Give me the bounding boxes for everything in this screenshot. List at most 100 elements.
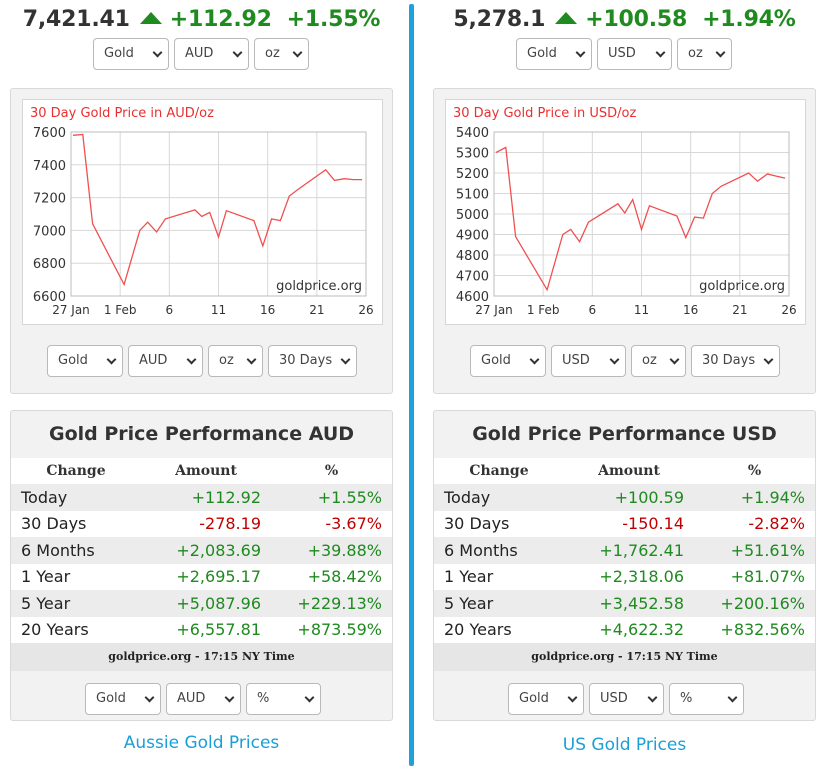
chart-unit-select[interactable]: oz [208, 345, 263, 377]
y-tick-label: 7400 [33, 159, 66, 174]
metal-select[interactable]: Gold [516, 38, 592, 70]
up-arrow-icon [139, 12, 162, 24]
y-tick-label: 4700 [456, 270, 489, 285]
y-tick-label: 7000 [33, 224, 66, 239]
chart-metal-select[interactable]: Gold [470, 345, 546, 377]
table-row: 20 Years +4,622.32 +832.56% [434, 617, 815, 644]
x-tick-label: 6 [589, 303, 597, 317]
row-label: 1 Year [21, 567, 71, 587]
row-percent: -3.67% [325, 514, 382, 534]
performance-title: Gold Price Performance AUD [48, 423, 355, 445]
chevron-down-icon [152, 47, 163, 58]
header-change: Change [46, 463, 106, 479]
x-tick-label: 16 [260, 303, 275, 317]
chevron-down-icon [224, 692, 235, 703]
currency-select[interactable]: AUD [174, 38, 249, 70]
chevron-down-icon [567, 692, 578, 703]
perf-mode-select[interactable]: % [246, 683, 321, 715]
perf-metal-select[interactable]: Gold [85, 683, 161, 715]
row-percent: +39.88% [271, 537, 392, 564]
row-amount: -278.19 [199, 514, 261, 534]
row-amount: +1,762.41 [564, 537, 694, 564]
chevron-down-icon [292, 47, 303, 58]
row-label: 5 Year [11, 590, 141, 617]
row-percent: +229.13% [271, 590, 392, 617]
metal-select[interactable]: Gold [93, 38, 169, 70]
header-amount: Amount [175, 463, 237, 479]
aussie-gold-prices-link[interactable]: Aussie Gold Prices [123, 733, 280, 753]
row-percent: +81.07% [730, 567, 805, 587]
y-tick-label: 5400 [456, 126, 489, 141]
perf-metal-select[interactable]: Gold [508, 683, 584, 715]
timestamp-note: goldprice.org - 17:15 NY Time [434, 643, 815, 671]
row-amount: +4,622.32 [599, 620, 684, 640]
aud-column: 7,421.41 +112.92 +1.55% Gold AUD oz 30 Da… [10, 0, 393, 768]
table-row: Today +112.92 +1.55% [11, 484, 392, 511]
table-header-row: Change Amount % [434, 458, 815, 484]
table-row: 6 Months +1,762.41 +51.61% [434, 537, 815, 564]
table-row: 6 Months +2,083.69 +39.88% [11, 537, 392, 564]
currency-select[interactable]: USD [597, 38, 672, 70]
us-gold-prices-link[interactable]: US Gold Prices [562, 735, 687, 755]
chart-currency-select[interactable]: USD [551, 345, 626, 377]
row-amount: +5,087.96 [141, 590, 271, 617]
perf-currency-select[interactable]: AUD [166, 683, 241, 715]
table-row: 20 Years +6,557.81 +873.59% [11, 617, 392, 644]
table-row: 1 Year +2,318.06 +81.07% [434, 564, 815, 591]
row-percent: +51.61% [694, 537, 815, 564]
chart-currency-select[interactable]: AUD [128, 345, 203, 377]
price-change: +112.92 [169, 7, 272, 32]
y-tick-label: 5100 [456, 188, 489, 203]
row-amount: +2,318.06 [599, 567, 684, 587]
performance-table: Change Amount % Today +100.59 +1.94% 30 Da… [434, 458, 815, 643]
performance-title: Gold Price Performance USD [472, 423, 777, 445]
x-tick-label: 1 Feb [527, 303, 560, 317]
chevron-down-icon [232, 47, 243, 58]
y-tick-label: 5300 [456, 147, 489, 162]
y-tick-label: 5200 [456, 167, 489, 182]
x-tick-label: 27 Jan [52, 303, 90, 317]
price-change: +100.58 [585, 7, 688, 32]
row-label: 6 Months [11, 537, 141, 564]
row-percent: +1.55% [271, 484, 392, 511]
chart-range-select[interactable]: 30 Days [268, 345, 357, 377]
timestamp-note: goldprice.org - 17:15 NY Time [11, 643, 392, 671]
row-label: 30 Days [21, 514, 87, 534]
row-percent: +58.42% [307, 567, 382, 587]
header-amount: Amount [598, 463, 660, 479]
chart-metal-select[interactable]: Gold [47, 345, 123, 377]
perf-mode-select[interactable]: % [669, 683, 744, 715]
chart-range-select[interactable]: 30 Days [691, 345, 780, 377]
chevron-down-icon [763, 354, 774, 365]
price-ticker: 7,421.41 +112.92 +1.55% [10, 7, 393, 32]
y-tick-label: 6800 [33, 257, 66, 272]
table-row: 5 Year +3,452.58 +200.16% [434, 590, 815, 617]
price-chart: 30 Day Gold Price in AUD/oz 6600 6800 7000 7… [22, 99, 383, 325]
perf-currency-select[interactable]: USD [589, 683, 664, 715]
row-label: 5 Year [434, 590, 564, 617]
chevron-down-icon [715, 47, 726, 58]
row-percent: -2.82% [748, 514, 805, 534]
chevron-down-icon [340, 354, 351, 365]
chart-title: 30 Day Gold Price in USD/oz [453, 106, 636, 121]
chart-title: 30 Day Gold Price in AUD/oz [30, 106, 214, 121]
y-tick-label: 7600 [33, 126, 66, 141]
x-tick-label: 1 Feb [104, 303, 137, 317]
unit-select[interactable]: oz [254, 38, 309, 70]
row-label: 6 Months [434, 537, 564, 564]
chevron-down-icon [647, 692, 658, 703]
row-amount: +2,695.17 [176, 567, 261, 587]
row-label: 20 Years [444, 620, 512, 640]
y-tick-label: 5000 [456, 208, 489, 223]
chevron-down-icon [186, 354, 197, 365]
y-tick-label: 4900 [456, 229, 489, 244]
chart-unit-select[interactable]: oz [631, 345, 686, 377]
chevron-down-icon [575, 47, 586, 58]
x-tick-label: 27 Jan [475, 303, 513, 317]
plot-frame [493, 131, 790, 297]
performance-panel: Gold Price Performance USD Change Amount… [433, 410, 816, 721]
header-change: Change [469, 463, 529, 479]
x-tick-label: 11 [634, 303, 649, 317]
unit-select[interactable]: oz [677, 38, 732, 70]
row-amount: +6,557.81 [176, 620, 261, 640]
